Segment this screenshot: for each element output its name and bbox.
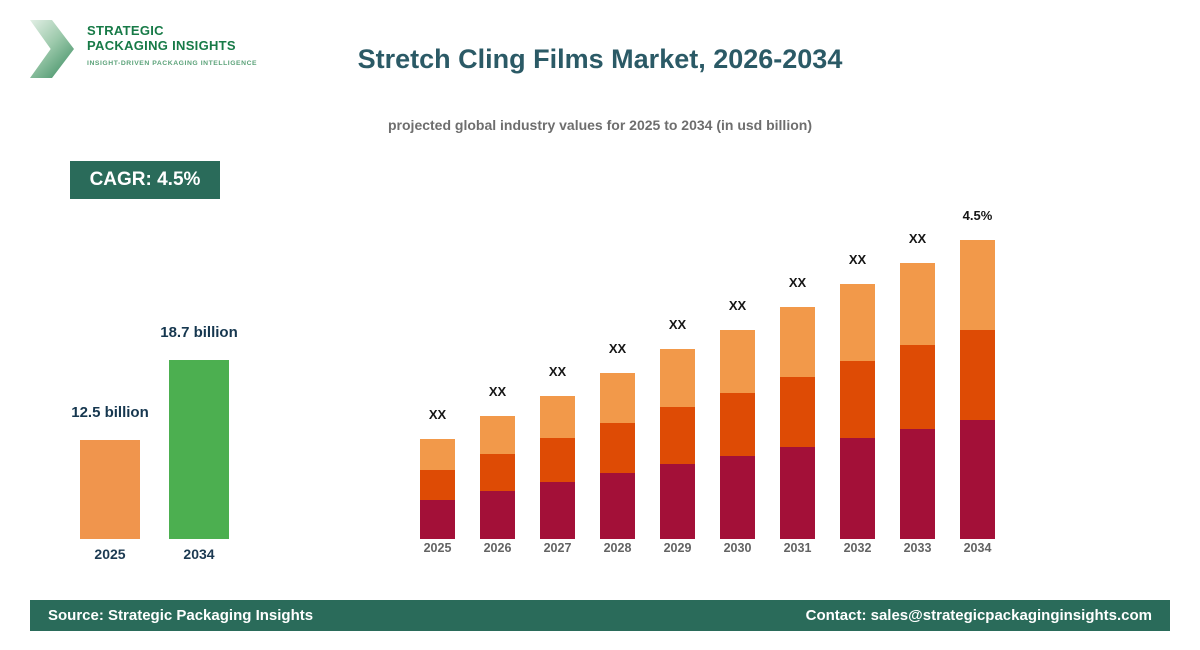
comparison-value-label: 18.7 billion: [160, 324, 238, 341]
stacked-bar-2025: [420, 439, 455, 539]
x-tick-label: 2025: [423, 541, 452, 555]
stacked-bar-2034: [960, 240, 995, 539]
segment-middle: [960, 330, 995, 420]
stacked-bar-2028: [600, 373, 635, 539]
stacked-bar-2030: [720, 330, 755, 539]
segment-middle: [420, 470, 455, 500]
segment-bottom: [780, 447, 815, 539]
x-tick-label: 2031: [783, 541, 812, 555]
segment-middle: [840, 361, 875, 438]
segment-middle: [900, 345, 935, 429]
page-title: Stretch Cling Films Market, 2026-2034: [357, 44, 843, 74]
segment-bottom: [660, 464, 695, 539]
x-tick-label: 2034: [963, 541, 992, 555]
segment-middle: [660, 407, 695, 464]
stacked-bar-2026: [480, 416, 515, 539]
bar-value-label: XX: [908, 231, 927, 246]
segment-top: [660, 349, 695, 407]
bar-value-label: XX: [488, 384, 507, 399]
comparison-x-tick-label: 2025: [94, 546, 126, 562]
x-tick-label: 2026: [483, 541, 512, 555]
segment-top: [420, 439, 455, 470]
segment-middle: [480, 454, 515, 491]
bar-value-label: XX: [608, 341, 627, 356]
footer-bar: Source: Strategic Packaging Insights Con…: [30, 600, 1170, 631]
segment-middle: [780, 377, 815, 447]
segment-bottom: [960, 420, 995, 539]
bar-value-label: XX: [548, 364, 567, 379]
footer-source: Source: Strategic Packaging Insights: [48, 607, 314, 624]
stacked-bar-2027: [540, 396, 575, 539]
stacked-bar-2031: [780, 307, 815, 539]
segment-middle: [720, 393, 755, 456]
cagr-badge: CAGR: 4.5%: [70, 161, 220, 199]
segment-top: [900, 263, 935, 345]
segment-middle: [540, 438, 575, 482]
page-subtitle: projected global industry values for 202…: [388, 117, 812, 133]
comparison-bar-2025: [80, 440, 140, 539]
stacked-bar-2032: [840, 284, 875, 539]
comparison-bar-2034: [169, 360, 229, 539]
segment-top: [780, 307, 815, 377]
segment-top: [600, 373, 635, 423]
bar-value-label: XX: [428, 407, 447, 422]
segment-top: [720, 330, 755, 393]
segment-bottom: [900, 429, 935, 539]
segment-top: [480, 416, 515, 454]
x-tick-label: 2027: [543, 541, 572, 555]
footer-contact: Contact: sales@strategicpackaginginsight…: [805, 607, 1152, 624]
x-tick-label: 2030: [723, 541, 752, 555]
segment-bottom: [720, 456, 755, 539]
segment-top: [840, 284, 875, 361]
comparison-value-label: 12.5 billion: [71, 404, 149, 421]
bar-value-label: XX: [668, 317, 687, 332]
logo-text: STRATEGIC PACKAGING INSIGHTS INSIGHT-DRI…: [87, 23, 257, 67]
bar-value-label: XX: [728, 298, 747, 313]
segment-bottom: [600, 473, 635, 539]
x-tick-label: 2028: [603, 541, 632, 555]
segment-bottom: [420, 500, 455, 539]
segment-top: [540, 396, 575, 438]
segment-bottom: [840, 438, 875, 539]
bar-value-label: 4.5%: [962, 208, 993, 223]
bar-value-label: XX: [848, 252, 867, 267]
segment-bottom: [480, 491, 515, 539]
x-tick-label: 2032: [843, 541, 872, 555]
segment-top: [960, 240, 995, 330]
logo-tagline: INSIGHT-DRIVEN PACKAGING INTELLIGENCE: [87, 60, 258, 67]
stacked-bar-2029: [660, 349, 695, 539]
stacked-bar-2033: [900, 263, 935, 539]
comparison-x-tick-label: 2034: [183, 546, 215, 562]
logo: STRATEGIC PACKAGING INSIGHTS INSIGHT-DRI…: [30, 14, 257, 78]
segment-middle: [600, 423, 635, 473]
bar-value-label: XX: [788, 275, 807, 290]
logo-line1: STRATEGIC: [87, 23, 164, 38]
logo-line2: PACKAGING INSIGHTS: [87, 38, 236, 53]
x-tick-label: 2033: [903, 541, 932, 555]
segment-bottom: [540, 482, 575, 539]
x-tick-label: 2029: [663, 541, 692, 555]
